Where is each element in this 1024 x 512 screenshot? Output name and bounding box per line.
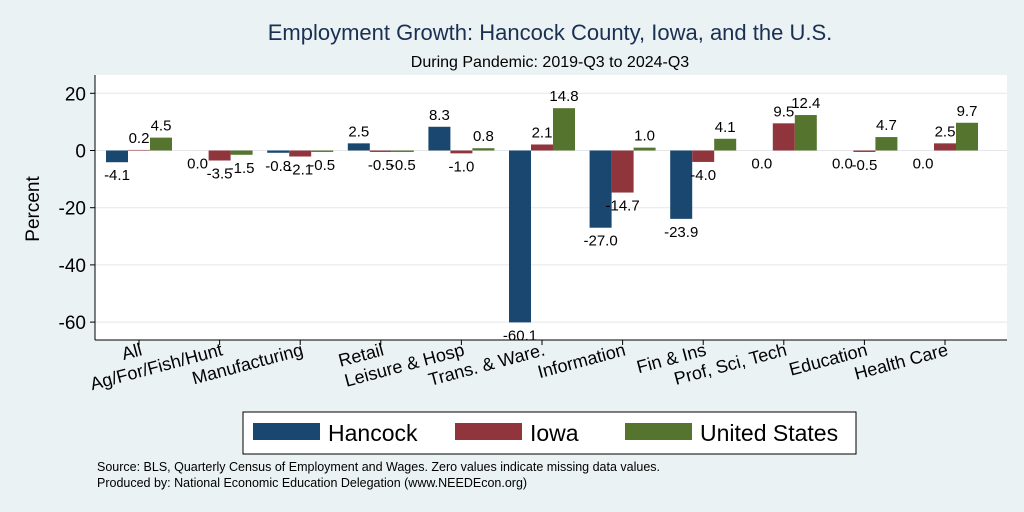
bar-value-label: 0.0 (751, 156, 772, 173)
bar-iowa (611, 150, 634, 193)
bar-united-states (311, 150, 334, 152)
bar-value-label: -14.7 (605, 198, 639, 215)
bar-value-label: -2.1 (287, 162, 313, 179)
bar-iowa (208, 150, 231, 161)
bars (106, 108, 978, 323)
bar-value-label: 14.8 (549, 88, 578, 105)
bar-iowa (853, 150, 876, 152)
bar-value-label: -4.0 (690, 167, 716, 184)
bar-hancock (509, 150, 531, 323)
bar-value-label: 0.0 (187, 156, 208, 173)
bar-united-states (150, 137, 172, 151)
bar-value-label: 8.3 (429, 107, 450, 124)
bar-iowa (692, 150, 715, 162)
bar-united-states (472, 148, 495, 151)
bar-value-label: -4.1 (104, 167, 130, 184)
legend-label: United States (700, 420, 838, 446)
bar-hancock (267, 150, 290, 153)
bar-value-label: -3.5 (207, 166, 233, 183)
producer-note: Produced by: National Economic Education… (97, 476, 528, 490)
bar-united-states (956, 122, 978, 151)
y-tick-label: 0 (75, 142, 86, 163)
y-tick-label: -60 (59, 313, 86, 334)
bar-iowa (128, 149, 150, 151)
bar-value-label: -0.5 (368, 157, 394, 174)
y-axis: 20 0 -20 -40 -60 (59, 75, 96, 340)
legend: Hancock Iowa United States (242, 411, 857, 455)
chart-subtitle: During Pandemic: 2019-Q3 to 2024-Q3 (411, 54, 689, 71)
bar-value-label: -0.8 (265, 158, 291, 175)
bar-value-label: 2.1 (532, 124, 553, 141)
legend-swatch-hancock (253, 423, 320, 440)
bar-labels: -4.10.0 -0.82.58.3-60.1-27.0-23.90.0 0.0 0.… (104, 88, 977, 344)
chart-title: Employment Growth: Hancock County, Iowa,… (268, 20, 833, 45)
y-tick-label: -40 (59, 256, 86, 277)
bar-united-states (553, 108, 575, 151)
bar-value-label: 0.8 (473, 128, 494, 145)
bar-value-label: -0.5 (851, 157, 877, 174)
bar-value-label: 0.2 (129, 130, 150, 147)
bar-hancock (670, 150, 693, 219)
legend-label: Iowa (530, 420, 579, 446)
bar-iowa (531, 144, 553, 151)
bar-iowa (369, 150, 392, 152)
bar-united-states (875, 137, 898, 151)
bar-value-label: 4.1 (715, 119, 736, 136)
bar-hancock (106, 150, 128, 163)
bar-value-label: 2.5 (935, 123, 956, 140)
bar-united-states (391, 150, 414, 152)
bar-united-states (633, 147, 656, 151)
bar-value-label: 9.5 (773, 103, 794, 120)
bar-value-label: -27.0 (583, 233, 617, 250)
bar-value-label: 9.7 (957, 103, 978, 120)
x-tick-label: Health Care (852, 340, 950, 384)
source-note: Source: BLS, Quarterly Census of Employm… (97, 460, 661, 474)
bar-value-label: 12.4 (791, 95, 820, 112)
y-tick-label: -20 (59, 199, 86, 220)
bar-value-label: 0.0 (832, 156, 853, 173)
bar-value-label: -1.5 (229, 160, 255, 177)
bar-iowa (934, 143, 956, 151)
bar-united-states (230, 150, 253, 155)
bar-hancock (347, 143, 370, 151)
y-tick-label: 20 (65, 84, 86, 105)
bar-value-label: 4.7 (876, 117, 897, 134)
bar-value-label: -0.5 (390, 157, 416, 174)
bar-value-label: 4.5 (151, 118, 172, 135)
bar-united-states (794, 115, 817, 151)
bar-united-states (714, 138, 737, 151)
bar-value-label: 2.5 (348, 123, 369, 140)
bar-value-label: -1.0 (448, 158, 474, 175)
legend-label: Hancock (328, 420, 418, 446)
bar-hancock (589, 150, 612, 228)
bar-iowa (450, 150, 473, 154)
x-tick-label: Information (535, 340, 627, 383)
bar-value-label: -23.9 (664, 224, 698, 241)
bar-hancock (428, 126, 451, 151)
legend-swatch-iowa (455, 423, 522, 440)
bar-value-label: 0.0 (913, 156, 934, 173)
legend-box (242, 411, 857, 455)
bar-value-label: -0.5 (309, 157, 335, 174)
legend-swatch-united-states (625, 423, 692, 440)
y-axis-label: Percent (23, 176, 44, 242)
bar-iowa (772, 123, 795, 151)
bar-iowa (289, 150, 312, 157)
bar-value-label: 1.0 (634, 128, 655, 145)
